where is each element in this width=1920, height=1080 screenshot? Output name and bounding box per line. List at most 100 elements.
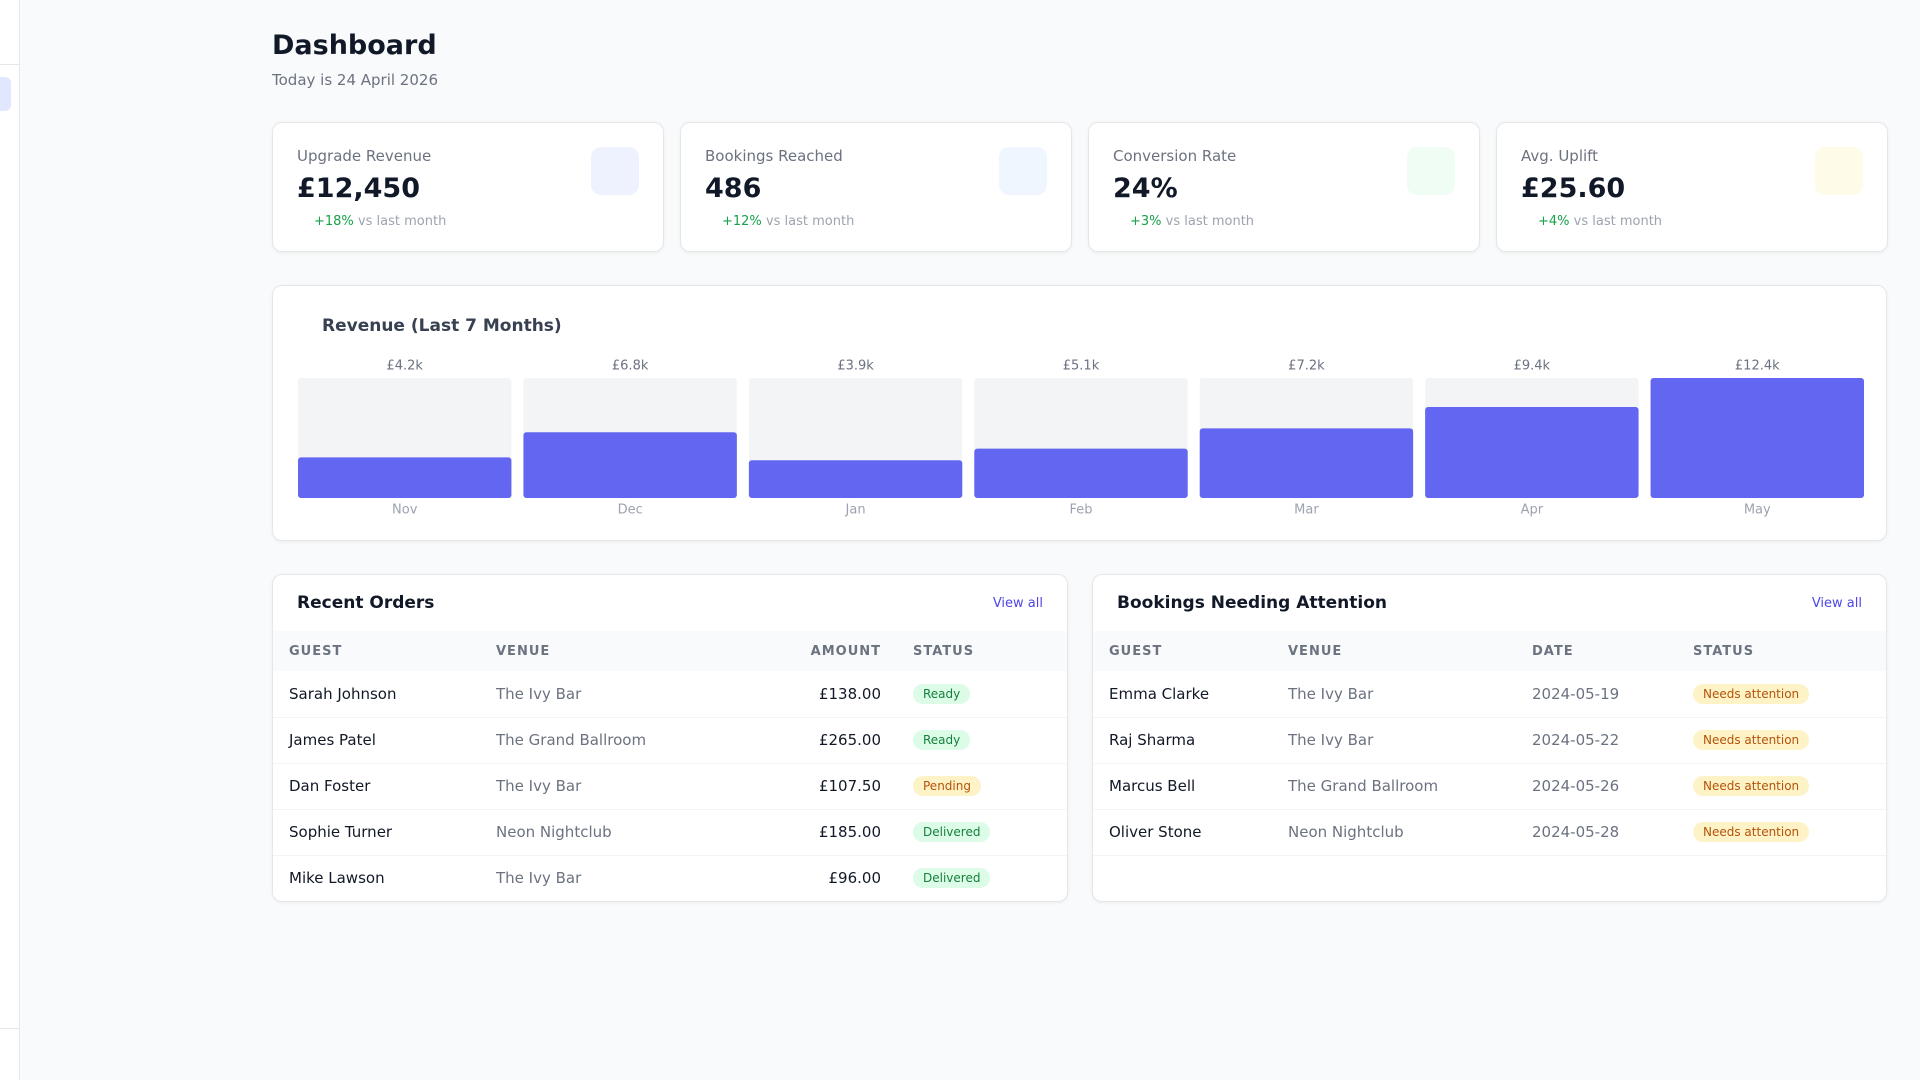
stat-change-value: +3% <box>1130 214 1162 229</box>
amount-cell: £265.00 <box>720 717 897 764</box>
stat-change-note: vs last month <box>1573 214 1663 229</box>
stat-label: Avg. Uplift <box>1521 147 1599 165</box>
table-card: Bookings Needing Attention View all GUEST V… <box>1092 574 1887 902</box>
venue-cell: The Ivy Bar <box>1272 671 1516 718</box>
stat-label: Bookings Reached <box>705 147 843 165</box>
amount-cell: £138.00 <box>720 671 897 718</box>
stat-change-note: vs last month <box>357 214 447 229</box>
venue-cell: The Grand Ballroom <box>480 717 720 764</box>
date-cell: 2024-05-26 <box>1516 763 1677 810</box>
page-subtitle: Today is 24 April 2026 <box>272 71 438 89</box>
stat-value: £12,450 <box>297 173 420 204</box>
stat-label: Upgrade Revenue <box>297 147 432 165</box>
bar <box>974 448 1188 498</box>
column-header: VENUE <box>480 631 720 671</box>
x-tick-label: Jan <box>845 503 866 518</box>
status-cell: Pending <box>897 763 1067 810</box>
stat-card: Avg. Uplift £25.60 +4% vs last month <box>1496 122 1888 252</box>
bar-value-label: £3.9k <box>837 359 874 374</box>
venue-cell: The Ivy Bar <box>480 763 720 810</box>
stat-change: +4% vs last month <box>1521 214 1863 229</box>
stat-icon <box>1407 147 1455 195</box>
chart-title: Revenue (Last 7 Months) <box>322 316 562 336</box>
status-cell: Delivered <box>897 809 1067 856</box>
status-badge: Needs attention <box>1693 730 1810 750</box>
thead: GUEST VENUE AMOUNT STATUS <box>273 631 1067 671</box>
x-tick-label: Apr <box>1521 503 1544 518</box>
venue-cell: The Ivy Bar <box>480 671 720 718</box>
status-cell: Ready <box>897 671 1067 718</box>
x-tick-label: Dec <box>618 503 643 518</box>
table-row[interactable]: Emma Clarke The Ivy Bar 2024-05-19 Needs at… <box>1093 671 1886 718</box>
main: Dashboard Today is 24 April 2026 Upgrade… <box>272 30 1888 902</box>
stat-label: Conversion Rate <box>1113 147 1237 165</box>
status-badge: Needs attention <box>1693 822 1810 842</box>
bar <box>748 460 963 498</box>
status-cell: Needs attention <box>1677 717 1886 764</box>
tables: Recent Orders View all GUEST VENUE AMOUNT STA… <box>272 574 1887 902</box>
tbody: Sarah Johnson The Ivy Bar £138.00 Ready Jame… <box>273 671 1067 901</box>
table-row[interactable]: Sarah Johnson The Ivy Bar £138.00 Ready <box>273 671 1067 718</box>
thead: GUEST VENUE DATE STATUS <box>1093 631 1886 671</box>
guest-cell: Mike Lawson <box>273 855 480 901</box>
chart: Revenue (Last 7 Months) £4.2k Nov £6.8k Dec £… <box>298 316 1864 518</box>
stat-card: Upgrade Revenue £12,450 +18% vs last month <box>272 122 664 252</box>
table-card: Recent Orders View all GUEST VENUE AMOUNT STA… <box>272 574 1068 902</box>
bar-value-label: £6.8k <box>612 359 649 374</box>
table-header: Recent Orders View all <box>273 575 1067 631</box>
amount-cell: £107.50 <box>720 763 897 810</box>
table-title: Recent Orders <box>297 593 435 613</box>
guest-cell: Marcus Bell <box>1093 763 1272 810</box>
guest-cell: Sophie Turner <box>273 809 480 856</box>
stat-card: Bookings Reached 486 +12% vs last month <box>680 122 1072 252</box>
venue-cell: The Grand Ballroom <box>1272 763 1516 810</box>
tbody: Emma Clarke The Ivy Bar 2024-05-19 Needs at… <box>1093 671 1886 856</box>
table-row[interactable]: Raj Sharma The Ivy Bar 2024-05-22 Needs att… <box>1093 717 1886 764</box>
stat-card: Conversion Rate 24% +3% vs last month <box>1088 122 1480 252</box>
x-tick-label: May <box>1744 503 1771 518</box>
chart-card: Revenue (Last 7 Months) £4.2k Nov £6.8k Dec £… <box>272 285 1887 541</box>
stat-change-note: vs last month <box>765 214 855 229</box>
status-badge: Pending <box>913 776 981 796</box>
status-cell: Needs attention <box>1677 671 1886 718</box>
status-badge: Ready <box>913 683 971 704</box>
column-header: DATE <box>1516 631 1677 671</box>
table-row[interactable]: Marcus Bell The Grand Ballroom 2024-05-26 N… <box>1093 763 1886 810</box>
guest-cell: James Patel <box>273 717 480 764</box>
stat-value: 486 <box>705 173 762 204</box>
table-header: Bookings Needing Attention View all <box>1093 575 1886 631</box>
stat-change: +12% vs last month <box>705 214 1047 229</box>
table-row[interactable]: James Patel The Grand Ballroom £265.00 Read… <box>273 717 1067 764</box>
stat-change-value: +12% <box>722 214 762 229</box>
column-header: VENUE <box>1272 631 1516 671</box>
column-header: STATUS <box>897 631 1067 671</box>
bar <box>1199 428 1414 498</box>
stat-change: +18% vs last month <box>297 214 639 229</box>
x-tick-label: Feb <box>1069 503 1092 518</box>
table-row[interactable]: Mike Lawson The Ivy Bar £96.00 Delivered <box>273 855 1067 901</box>
guest-cell: Oliver Stone <box>1093 809 1272 856</box>
column-header: GUEST <box>1093 631 1272 671</box>
stat-change-value: +18% <box>314 214 354 229</box>
view-all-link[interactable]: View all <box>992 595 1043 611</box>
table-row[interactable]: Sophie Turner Neon Nightclub £185.00 Delive… <box>273 809 1067 856</box>
bar-value-label: £12.4k <box>1735 359 1780 374</box>
sidebar <box>0 0 20 1080</box>
amount-cell: £185.00 <box>720 809 897 856</box>
status-badge: Needs attention <box>1693 683 1810 704</box>
status-badge: Delivered <box>913 822 991 842</box>
table-row[interactable]: Oliver Stone Neon Nightclub 2024-05-28 Need… <box>1093 809 1886 856</box>
view-all-link[interactable]: View all <box>1811 595 1862 611</box>
guest-cell: Emma Clarke <box>1093 671 1272 718</box>
status-cell: Ready <box>897 717 1067 764</box>
column-header: AMOUNT <box>720 631 897 671</box>
stat-change: +3% vs last month <box>1113 214 1455 229</box>
venue-cell: Neon Nightclub <box>1272 809 1516 856</box>
bar <box>523 432 737 498</box>
bar-value-label: £9.4k <box>1514 359 1551 374</box>
table-row[interactable]: Dan Foster The Ivy Bar £107.50 Pending <box>273 763 1067 810</box>
bar-value-label: £5.1k <box>1063 359 1100 374</box>
nav-item[interactable] <box>0 77 11 111</box>
stats: Upgrade Revenue £12,450 +18% vs last month… <box>272 122 1888 252</box>
